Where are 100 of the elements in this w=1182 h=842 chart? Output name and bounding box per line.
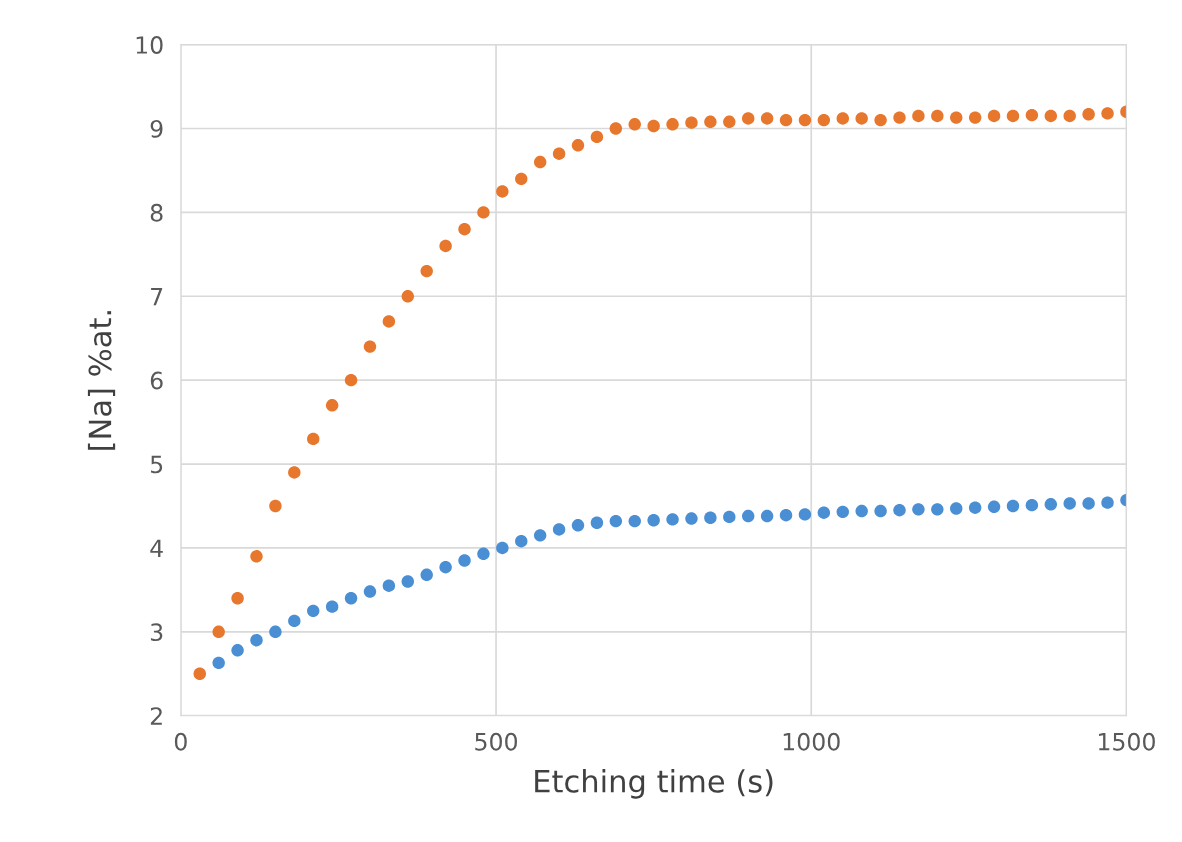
point [912, 109, 925, 123]
point [987, 109, 1001, 123]
point [1063, 497, 1076, 510]
point [288, 466, 301, 479]
point [798, 113, 812, 127]
point [874, 113, 887, 127]
point [760, 509, 774, 523]
point [571, 519, 585, 532]
point [1082, 497, 1095, 510]
point [401, 575, 414, 588]
point [571, 139, 585, 152]
point [1025, 498, 1039, 512]
point [477, 547, 490, 561]
point [987, 500, 1001, 514]
point [231, 644, 244, 657]
y-tick-label: 7 [151, 288, 163, 306]
y-tick-label: 3 [150, 623, 163, 642]
y-tick-label: 10 [136, 36, 163, 54]
point [609, 122, 623, 135]
point [250, 633, 263, 647]
point [1063, 109, 1076, 123]
point [1006, 499, 1020, 513]
point [1044, 498, 1058, 511]
point [704, 115, 717, 129]
x-tick-label: 1500 [1098, 732, 1155, 751]
point [382, 315, 396, 328]
x-tick-label: 1000 [783, 732, 840, 751]
y-tick-label: 5 [150, 455, 163, 474]
point [931, 503, 944, 516]
point [1101, 496, 1114, 509]
point [533, 155, 547, 169]
point [666, 513, 679, 526]
point [779, 113, 793, 127]
point [760, 112, 774, 125]
point [817, 113, 831, 127]
point [363, 585, 377, 598]
point [515, 172, 528, 186]
point [533, 529, 547, 542]
point [458, 554, 471, 567]
y-tick-label: 2 [150, 707, 162, 725]
point [363, 340, 377, 353]
point [1082, 108, 1095, 121]
point [288, 614, 301, 628]
point [968, 501, 982, 514]
point [628, 514, 641, 528]
point [1044, 109, 1058, 123]
point [477, 206, 490, 219]
point [269, 625, 282, 639]
point [893, 111, 906, 124]
point [685, 512, 698, 525]
point [950, 502, 963, 515]
point [420, 264, 433, 278]
point [723, 115, 736, 129]
point [741, 509, 755, 523]
point [1025, 108, 1039, 122]
point [912, 503, 925, 516]
point [609, 514, 623, 528]
point [1006, 109, 1020, 123]
y-tick-label: 8 [150, 203, 163, 222]
point [212, 625, 225, 639]
point [1101, 107, 1114, 120]
point [439, 239, 452, 253]
point [931, 109, 944, 123]
point [269, 499, 282, 513]
point [704, 511, 717, 524]
point [950, 111, 963, 124]
point [515, 535, 528, 548]
point [590, 130, 604, 144]
point [666, 118, 679, 131]
point [836, 505, 849, 519]
point [439, 561, 452, 574]
point [325, 600, 339, 613]
point [212, 656, 225, 670]
point [855, 112, 868, 125]
point [325, 399, 339, 412]
x-axis-title: Etching time (s) [535, 769, 773, 799]
y-tick-label: 4 [150, 539, 163, 557]
point [647, 119, 660, 133]
point [855, 504, 868, 518]
point [496, 185, 509, 198]
point [779, 509, 793, 522]
point [893, 503, 906, 517]
point [231, 592, 244, 605]
y-tick-label: 9 [150, 119, 163, 138]
point [420, 568, 433, 581]
point [723, 510, 736, 524]
point [647, 514, 660, 527]
point [685, 116, 698, 129]
point [344, 373, 358, 387]
point [307, 604, 320, 618]
point [798, 508, 812, 521]
point [307, 432, 320, 446]
y-tick-label: 6 [150, 371, 163, 390]
point [968, 111, 982, 124]
point [552, 523, 566, 536]
y-axis-title: [Na] %at. [87, 311, 116, 450]
point [874, 504, 887, 518]
point [741, 112, 755, 125]
x-tick-label: 0 [174, 732, 187, 751]
point [458, 222, 471, 236]
